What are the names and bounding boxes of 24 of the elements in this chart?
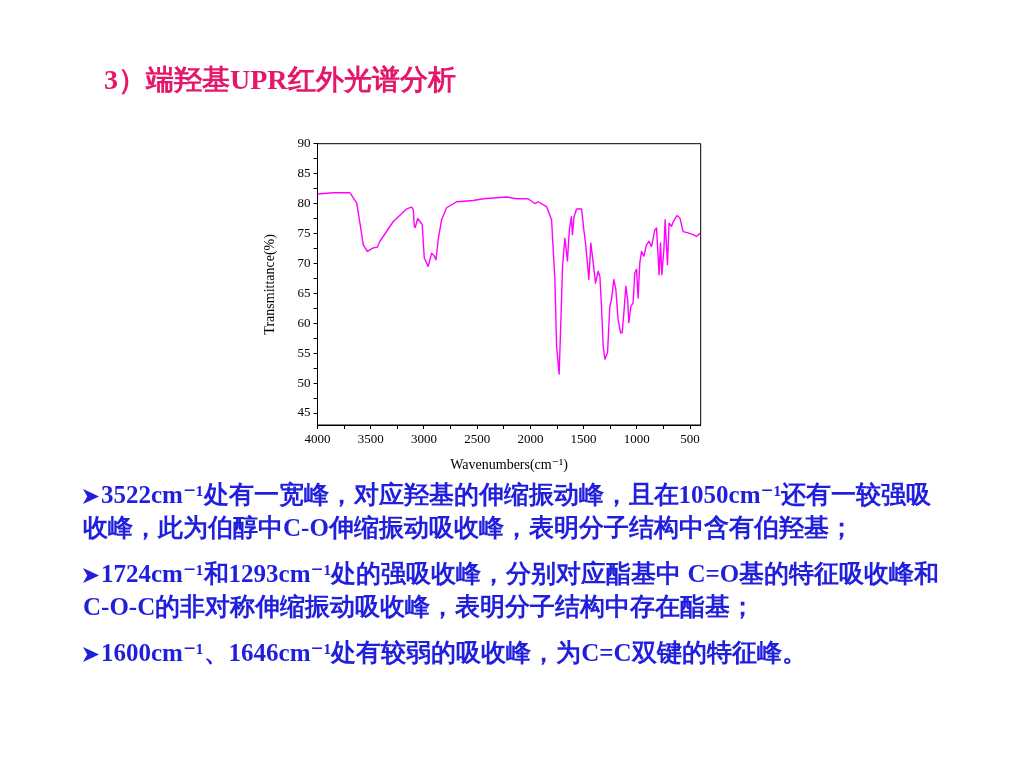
y-tick-label: 75 [297,224,311,240]
y-tick-label: 80 [297,194,311,210]
y-tick-label: 70 [297,254,311,270]
x-tick-label: 2000 [517,431,544,447]
text: 3522cm⁻¹处有一宽峰，对应羟基的伸缩振动峰，且在1050cm⁻¹还有一较强吸收峰，此为伯醇中C-O伸缩振动吸收峰，表明分子结构中含有伯羟基； [83,480,933,543]
x-tick-label: 3000 [410,431,437,447]
x-tick-label: 500 [680,431,700,447]
y-tick-label: 60 [297,314,311,330]
x-tick-label: 2500 [464,431,491,447]
y-tick-label: 85 [297,165,311,181]
y-tick-label: 50 [297,374,311,390]
x-tick-label: 3500 [357,431,384,447]
text: 1724cm⁻¹和1293cm⁻¹处的强吸收峰，分别对应酯基中 C=O基的特征吸收峰和C-O-C的非对称伸缩振动吸收峰，表明分子结构中存在酯基； [83,559,941,622]
y-tick-label: 45 [297,404,311,420]
x-axis-title: Wavenumbers(cm⁻¹) [450,457,569,474]
text: 1600cm⁻¹、1646cm⁻¹处有较弱的吸收峰，为C=C双键的特征峰。 [100,638,808,668]
x-tick-label: 4000 [304,431,331,447]
x-tick-label: 1000 [623,431,650,447]
y-tick-label: 65 [297,284,311,300]
y-tick-label: 55 [297,344,311,360]
y-axis-title: Transmittance(%) [262,233,279,335]
x-tick-label: 1500 [570,431,597,447]
y-tick-label: 90 [297,135,311,151]
chart-title: 3）端羟基UPR红外光谱分析 [104,63,456,97]
